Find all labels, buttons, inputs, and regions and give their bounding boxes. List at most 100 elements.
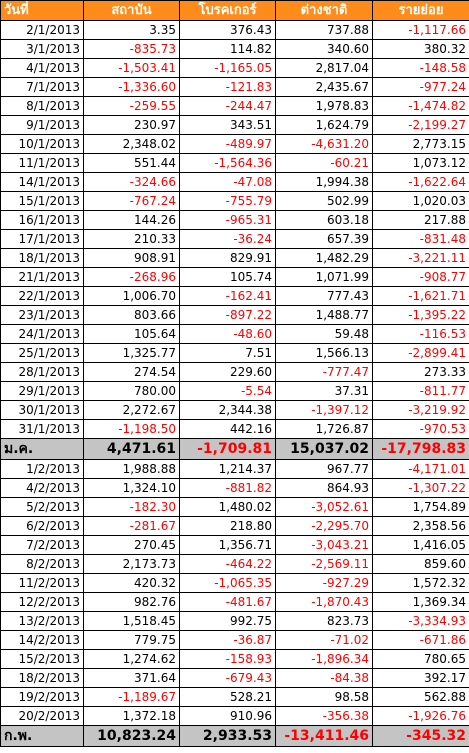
table-row: 7/1/2013 -1,336.60 -121.83 2,435.67 -977.24 (0, 77, 469, 97)
retail-cell: -3,219.92 (372, 400, 469, 420)
table-row: 2/1/2013 3.35 376.43 737.88 -1,117.66 (0, 20, 469, 40)
broker-cell: -464.22 (179, 554, 276, 574)
retail-cell: -1,926.76 (372, 706, 469, 726)
foreign-cell: -927.29 (275, 573, 373, 593)
retail-cell: 859.60 (372, 554, 469, 574)
foreign-cell: -60.21 (275, 153, 373, 173)
table-row: 8/1/2013 -259.55 -244.47 1,978.83 -1,474.82 (0, 96, 469, 116)
date-cell: 16/1/2013 (0, 210, 84, 230)
retail-cell: 380.32 (372, 39, 469, 59)
foreign-cell: 98.58 (275, 687, 373, 707)
table-row: 28/1/2013 274.54 229.60 -777.47 273.33 (0, 362, 469, 382)
institution-cell: -324.66 (83, 172, 180, 192)
institution-cell: 1,518.45 (83, 611, 180, 631)
retail-cell: 1,073.12 (372, 153, 469, 173)
broker-cell: 992.75 (179, 611, 276, 631)
date-cell: 5/2/2013 (0, 497, 84, 517)
broker-cell: -881.82 (179, 478, 276, 498)
retail-cell: -671.86 (372, 630, 469, 650)
broker-cell: -755.79 (179, 191, 276, 211)
retail-cell: -1,622.64 (372, 172, 469, 192)
date-cell: 9/1/2013 (0, 115, 84, 135)
date-cell: 11/2/2013 (0, 573, 84, 593)
foreign-cell: 502.99 (275, 191, 373, 211)
broker-cell: 442.16 (179, 419, 276, 439)
table-row: 15/1/2013 -767.24 -755.79 502.99 1,020.03 (0, 191, 469, 211)
date-cell: 4/2/2013 (0, 478, 84, 498)
retail-cell: 2,773.15 (372, 134, 469, 154)
institution-cell: -1,189.67 (83, 687, 180, 707)
broker-cell: 1,214.37 (179, 459, 276, 479)
foreign-cell: 657.39 (275, 229, 373, 249)
retail-cell: -1,621.71 (372, 286, 469, 306)
table-row: 25/1/2013 1,325.77 7.51 1,566.13 -2,899.41 (0, 343, 469, 363)
summary-month-label: ก.พ. (0, 725, 84, 747)
table-row: 29/1/2013 780.00 -5.54 37.31 -811.77 (0, 381, 469, 401)
summary-broker-cell: 2,933.53 (179, 725, 276, 747)
retail-cell: -4,171.01 (372, 459, 469, 479)
foreign-cell: 2,435.67 (275, 77, 373, 97)
foreign-cell: 823.73 (275, 611, 373, 631)
institution-cell: 371.64 (83, 668, 180, 688)
institution-cell: -259.55 (83, 96, 180, 116)
retail-cell: 562.88 (372, 687, 469, 707)
foreign-cell: 603.18 (275, 210, 373, 230)
institution-cell: -1,198.50 (83, 419, 180, 439)
date-cell: 7/2/2013 (0, 535, 84, 555)
table-row: 4/1/2013 -1,503.41 -1,165.05 2,817.04 -148.5… (0, 58, 469, 78)
broker-cell: -489.97 (179, 134, 276, 154)
date-cell: 8/1/2013 (0, 96, 84, 116)
table-row: 17/1/2013 210.33 -36.24 657.39 -831.48 (0, 229, 469, 249)
retail-cell: 1,369.34 (372, 592, 469, 612)
broker-cell: 2,344.38 (179, 400, 276, 420)
broker-cell: -5.54 (179, 381, 276, 401)
foreign-cell: -1,870.43 (275, 592, 373, 612)
institution-cell: 144.26 (83, 210, 180, 230)
date-cell: 28/1/2013 (0, 362, 84, 382)
table-row: 15/2/2013 1,274.62 -158.93 -1,896.34 780.65 (0, 649, 469, 669)
date-cell: 18/1/2013 (0, 248, 84, 268)
institution-cell: -1,503.41 (83, 58, 180, 78)
date-cell: 7/1/2013 (0, 77, 84, 97)
date-cell: 17/1/2013 (0, 229, 84, 249)
date-cell: 22/1/2013 (0, 286, 84, 306)
foreign-cell: 37.31 (275, 381, 373, 401)
broker-cell: -679.43 (179, 668, 276, 688)
institution-cell: 230.97 (83, 115, 180, 135)
table-row: 20/2/2013 1,372.18 910.96 -356.38 -1,926.76 (0, 706, 469, 726)
institution-cell: 105.64 (83, 324, 180, 344)
date-cell: 24/1/2013 (0, 324, 84, 344)
retail-cell: -2,199.27 (372, 115, 469, 135)
foreign-cell: 1,566.13 (275, 343, 373, 363)
date-cell: 30/1/2013 (0, 400, 84, 420)
col-header-retail: รายย่อย (372, 0, 469, 21)
foreign-cell: 2,817.04 (275, 58, 373, 78)
retail-cell: 273.33 (372, 362, 469, 382)
date-cell: 15/1/2013 (0, 191, 84, 211)
broker-cell: -162.41 (179, 286, 276, 306)
institution-cell: 780.00 (83, 381, 180, 401)
col-header-institution: สถาบัน (83, 0, 180, 21)
retail-cell: -977.24 (372, 77, 469, 97)
institution-cell: 803.66 (83, 305, 180, 325)
date-cell: 3/1/2013 (0, 39, 84, 59)
retail-cell: 392.17 (372, 668, 469, 688)
institution-cell: 1,006.70 (83, 286, 180, 306)
foreign-cell: 1,488.77 (275, 305, 373, 325)
retail-cell: -1,307.22 (372, 478, 469, 498)
retail-cell: -831.48 (372, 229, 469, 249)
date-cell: 12/2/2013 (0, 592, 84, 612)
table-row: 1/2/2013 1,988.88 1,214.37 967.77 -4,171.01 (0, 459, 469, 479)
retail-cell: 780.65 (372, 649, 469, 669)
broker-cell: 910.96 (179, 706, 276, 726)
broker-cell: -121.83 (179, 77, 276, 97)
institution-cell: 270.45 (83, 535, 180, 555)
foreign-cell: -3,052.61 (275, 497, 373, 517)
date-cell: 11/1/2013 (0, 153, 84, 173)
table-row: 11/2/2013 420.32 -1,065.35 -927.29 1,572.32 (0, 573, 469, 593)
foreign-cell: 737.88 (275, 20, 373, 40)
summary-institution-cell: 4,471.61 (83, 438, 180, 460)
foreign-cell: 777.43 (275, 286, 373, 306)
table-row: 9/1/2013 230.97 343.51 1,624.79 -2,199.27 (0, 115, 469, 135)
retail-cell: -148.58 (372, 58, 469, 78)
